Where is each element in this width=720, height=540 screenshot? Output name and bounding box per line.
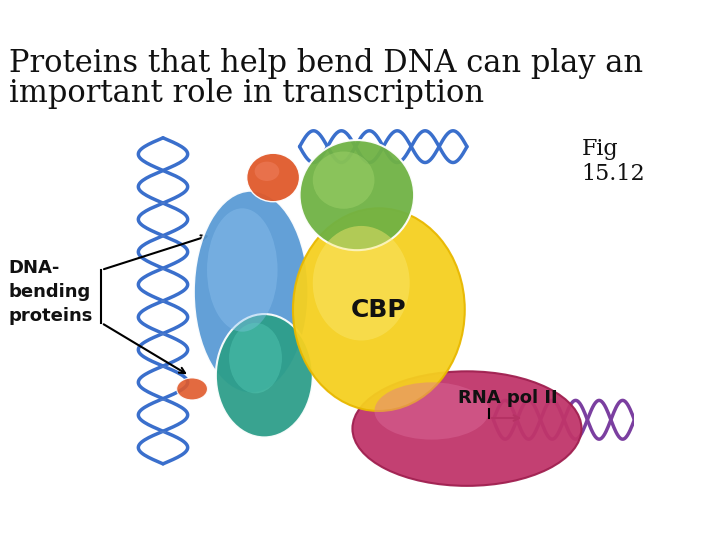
Ellipse shape [293, 208, 465, 411]
Ellipse shape [255, 161, 279, 181]
Ellipse shape [229, 323, 282, 393]
Ellipse shape [194, 191, 308, 393]
Ellipse shape [176, 378, 207, 400]
Ellipse shape [374, 382, 489, 440]
Text: important role in transcription: important role in transcription [9, 78, 484, 109]
Ellipse shape [247, 153, 300, 202]
Text: DNA-
bending
proteins: DNA- bending proteins [9, 259, 93, 325]
Text: RNA pol II: RNA pol II [458, 389, 558, 407]
Text: Fig
15.12: Fig 15.12 [582, 138, 645, 185]
Ellipse shape [216, 314, 312, 437]
Ellipse shape [207, 208, 277, 332]
Ellipse shape [352, 372, 582, 486]
Text: CBP: CBP [351, 298, 407, 322]
Ellipse shape [300, 140, 414, 250]
Ellipse shape [312, 226, 410, 341]
Text: Proteins that help bend DNA can play an: Proteins that help bend DNA can play an [9, 48, 643, 79]
Ellipse shape [312, 152, 374, 209]
